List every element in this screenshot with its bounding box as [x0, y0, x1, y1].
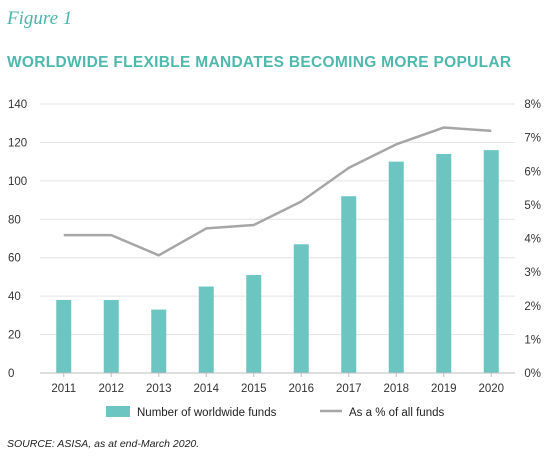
bar: [151, 309, 167, 373]
bar: [341, 196, 357, 373]
bar: [198, 286, 214, 373]
y-right-tick-label: 8%: [524, 99, 541, 111]
figure-label: Figure 1: [7, 8, 73, 29]
combo-chart: 0 20 40 60 80 100 120 140 0% 1% 2% 3% 4% 5% 6% 7% 8% 2011…: [8, 99, 541, 419]
y-left-tick-label: 80: [8, 214, 21, 226]
line-series-path: [63, 126, 492, 257]
x-tick-label: 2015: [241, 383, 267, 395]
y-left-tick-label: 20: [8, 330, 21, 342]
legend-swatch-bar: [106, 406, 130, 417]
y-right-tick-label: 3%: [524, 267, 541, 279]
x-tick-label: 2011: [51, 383, 76, 395]
line-series: [63, 126, 492, 257]
y-left-tick-label: 120: [8, 137, 27, 149]
y-right-tick-label: 4%: [524, 234, 541, 246]
x-tick-label: 2018: [383, 383, 409, 395]
y-left-tick-label: 140: [8, 99, 27, 111]
y-right-tick-label: 1%: [524, 334, 541, 346]
y-right-tick-label: 6%: [524, 166, 541, 178]
x-tick-label: 2019: [431, 383, 457, 395]
y-left-tick-label: 100: [8, 176, 27, 188]
y-left-tick-label: 0: [8, 368, 14, 380]
x-tick-label: 2016: [288, 383, 314, 395]
legend-label-line: As a % of all funds: [349, 407, 444, 419]
y-left-tick-label: 60: [8, 253, 21, 265]
axes: 0 20 40 60 80 100 120 140 0% 1% 2% 3% 4% 5% 6% 7% 8% 2011…: [8, 99, 541, 395]
x-tick-label: 2020: [478, 383, 504, 395]
y-right-tick-label: 7%: [524, 133, 541, 145]
x-tick-label: 2017: [336, 383, 362, 395]
chart-title: WORLDWIDE FLEXIBLE MANDATES BECOMING MOR…: [7, 54, 512, 71]
bar: [436, 153, 452, 373]
bar: [56, 299, 72, 373]
legend: Number of worldwide funds As a % of all …: [106, 406, 444, 419]
bar: [103, 299, 119, 373]
y-right-tick-label: 5%: [524, 200, 541, 212]
y-left-tick-label: 40: [8, 291, 21, 303]
bar: [483, 150, 499, 373]
x-tick-label: 2012: [98, 383, 124, 395]
x-tick-label: 2014: [193, 383, 219, 395]
bar: [388, 161, 404, 373]
y-right-tick-label: 0%: [524, 368, 541, 380]
bar: [246, 275, 262, 373]
x-tick-label: 2013: [146, 383, 172, 395]
source-note: SOURCE: ASISA, as at end-March 2020.: [7, 438, 200, 450]
bar: [293, 244, 309, 373]
grid-lines: [40, 103, 515, 336]
bar-series: [56, 150, 499, 373]
y-right-tick-label: 2%: [524, 301, 541, 313]
legend-label-bar: Number of worldwide funds: [137, 407, 277, 419]
